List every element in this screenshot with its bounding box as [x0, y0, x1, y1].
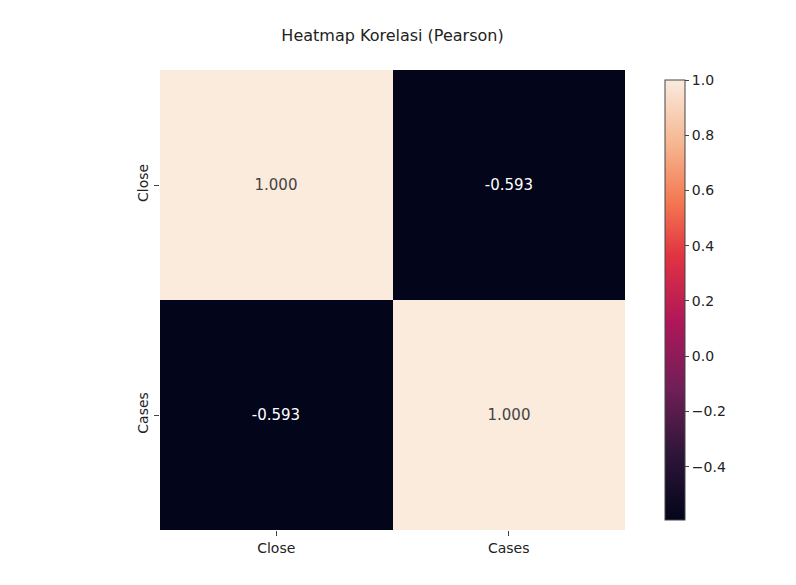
svg-text:0.0: 0.0	[692, 348, 714, 364]
svg-text:−0.2: −0.2	[692, 403, 726, 419]
svg-text:Heatmap Korelasi (Pearson): Heatmap Korelasi (Pearson)	[281, 26, 503, 45]
svg-text:0.2: 0.2	[692, 293, 714, 309]
svg-text:-0.593: -0.593	[252, 406, 300, 424]
svg-text:Cases: Cases	[135, 392, 151, 434]
svg-text:0.8: 0.8	[692, 127, 714, 143]
svg-text:-0.593: -0.593	[485, 176, 533, 194]
svg-text:1.0: 1.0	[692, 72, 714, 88]
svg-text:Close: Close	[257, 540, 295, 556]
svg-text:Cases: Cases	[488, 540, 530, 556]
svg-text:1.000: 1.000	[255, 176, 298, 194]
svg-text:0.4: 0.4	[692, 238, 714, 254]
svg-text:−0.4: −0.4	[692, 459, 726, 475]
svg-text:0.6: 0.6	[692, 182, 714, 198]
svg-text:1.000: 1.000	[488, 406, 531, 424]
svg-text:Close: Close	[135, 164, 151, 202]
